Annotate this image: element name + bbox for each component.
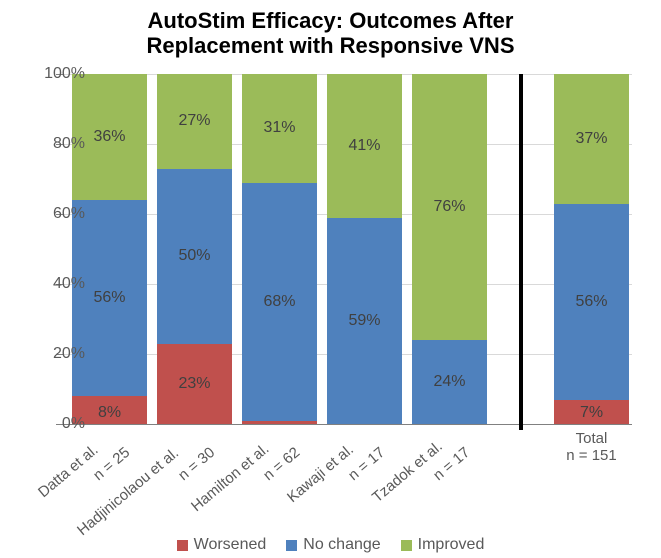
segment-nochange: 50%: [157, 169, 232, 344]
segment-label: 41%: [348, 137, 380, 155]
segment-nochange: 68%: [242, 183, 317, 421]
segment-worsened: 7%: [554, 400, 629, 425]
segment-label: 56%: [93, 289, 125, 307]
segment-improved: 27%: [157, 74, 232, 169]
y-axis-label: 60%: [53, 205, 85, 223]
x-label-total: Totaln = 151: [549, 430, 634, 464]
legend-item-improved: Improved: [401, 536, 485, 554]
segment-label: 56%: [575, 293, 607, 311]
bar-2: 68% 31%: [242, 74, 317, 424]
chart-container: AutoStim Efficacy: Outcomes After Replac…: [0, 0, 661, 558]
bar-3: 59% 41%: [327, 74, 402, 424]
segment-label: 24%: [433, 373, 465, 391]
segment-label: 36%: [93, 128, 125, 146]
chart-title: AutoStim Efficacy: Outcomes After Replac…: [0, 8, 661, 59]
total-divider: [519, 74, 523, 430]
segment-improved: 37%: [554, 74, 629, 204]
plot-area: 8%56%36%23%50%27%68%31%59%41%24%76%7%56%…: [64, 74, 632, 424]
y-axis-label: 100%: [44, 65, 85, 83]
segment-nochange: 24%: [412, 340, 487, 424]
segment-label: 37%: [575, 130, 607, 148]
segment-improved: 76%: [412, 74, 487, 340]
legend-label-nochange: No change: [303, 536, 380, 554]
segment-label: 50%: [178, 247, 210, 265]
segment-worsened: 23%: [157, 344, 232, 425]
bar-0: 8%56%36%: [72, 74, 147, 424]
y-axis-label: 20%: [53, 345, 85, 363]
chart-title-line1: AutoStim Efficacy: Outcomes After: [0, 8, 661, 33]
segment-nochange: 56%: [72, 200, 147, 396]
segment-label: 59%: [348, 312, 380, 330]
segment-label: 68%: [263, 293, 295, 311]
legend: Worsened No change Improved: [0, 536, 661, 554]
legend-swatch-improved: [401, 540, 412, 551]
legend-item-nochange: No change: [286, 536, 380, 554]
segment-label: 76%: [433, 198, 465, 216]
segment-nochange: 59%: [327, 218, 402, 425]
chart-title-line2: Replacement with Responsive VNS: [0, 33, 661, 58]
segment-label: 23%: [178, 375, 210, 393]
legend-item-worsened: Worsened: [177, 536, 267, 554]
bar-5: 7% 56% 37%: [554, 74, 629, 424]
bar-1: 23% 50% 27%: [157, 74, 232, 424]
segment-label: 7%: [554, 404, 629, 422]
legend-swatch-nochange: [286, 540, 297, 551]
x-axis-labels: Datta et al.n = 25Hadjinicolaou et al.n …: [64, 424, 632, 514]
bar-4: 24% 76%: [412, 74, 487, 424]
segment-improved: 31%: [242, 74, 317, 183]
x-label-total-study: Total: [549, 430, 634, 447]
segment-label: 27%: [178, 112, 210, 130]
x-label-n: n = 30: [175, 444, 218, 484]
segment-nochange: 56%: [554, 204, 629, 400]
legend-label-worsened: Worsened: [194, 536, 267, 554]
segment-label: 31%: [263, 119, 295, 137]
legend-label-improved: Improved: [418, 536, 485, 554]
y-axis-label: 80%: [53, 135, 85, 153]
y-axis-label: 40%: [53, 275, 85, 293]
legend-swatch-worsened: [177, 540, 188, 551]
x-label-total-n: n = 151: [549, 447, 634, 464]
segment-improved: 41%: [327, 74, 402, 218]
y-axis-label: 0%: [62, 415, 85, 433]
